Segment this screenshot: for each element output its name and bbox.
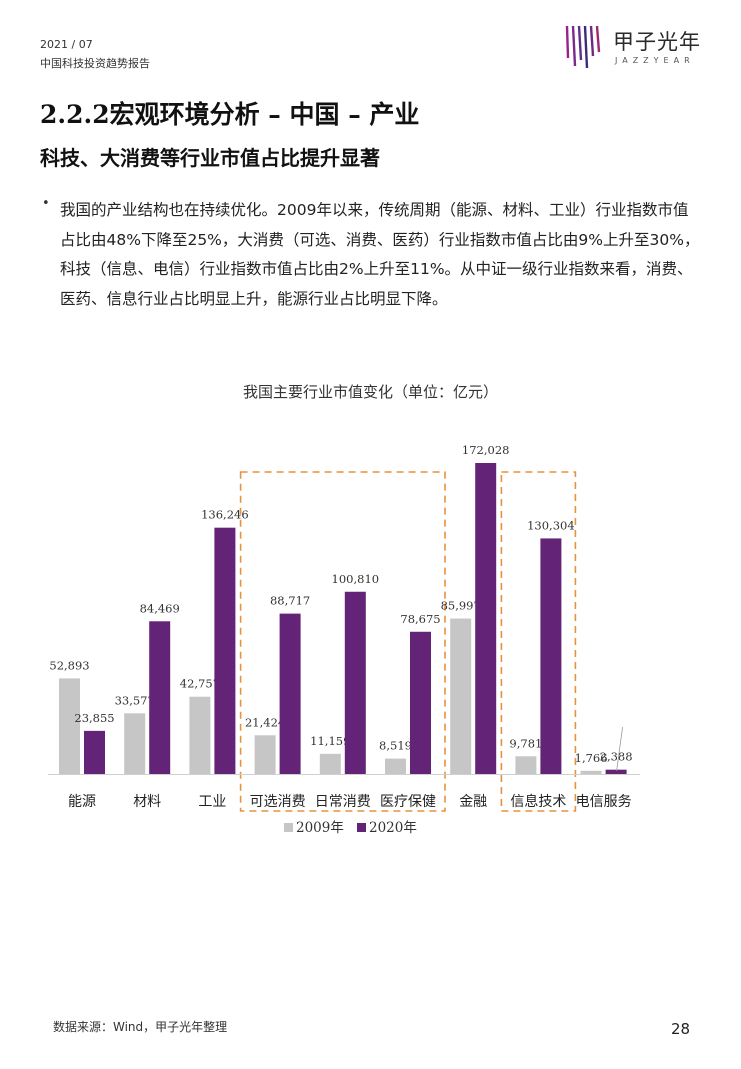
category-label-7: 信息技术 xyxy=(510,793,566,810)
bullet-dot: • xyxy=(42,196,50,211)
legend-label-1: 2020年 xyxy=(369,820,417,836)
category-label-8: 电信服务 xyxy=(576,794,632,810)
section-subtitle: 科技、大消费等行业市值占比提升显著 xyxy=(40,146,380,170)
legend-swatch-1 xyxy=(357,823,366,832)
page-number: 28 xyxy=(671,1020,691,1038)
bar-2009-3 xyxy=(254,735,276,774)
bar-2020-4 xyxy=(344,591,366,774)
bar-2020-1 xyxy=(149,621,171,774)
bar-2020-5 xyxy=(410,631,431,774)
bar-2020-3 xyxy=(279,613,301,774)
category-label-6: 金融 xyxy=(459,794,487,810)
bar-2009-1 xyxy=(124,713,146,774)
highlight-box-0 xyxy=(239,471,446,812)
bar-2009-8 xyxy=(580,770,602,774)
data-label-2009-2: 42,757 xyxy=(180,677,220,691)
category-label-0: 能源 xyxy=(68,794,96,810)
data-label-2009-8: 1,766 xyxy=(575,751,608,765)
data-label-2009-0: 52,893 xyxy=(49,658,89,672)
data-label-2009-7: 9,781 xyxy=(509,736,542,750)
category-label-5: 医疗保健 xyxy=(380,794,436,810)
brand-name-en: JAZZYEAR xyxy=(615,56,695,65)
data-label-2020-6: 172,028 xyxy=(462,443,510,457)
bar-2009-4 xyxy=(319,753,341,774)
bar-2009-5 xyxy=(385,758,406,774)
bar-2009-2 xyxy=(189,696,211,774)
chart-title: 我国主要行业市值变化（单位：亿元） xyxy=(242,383,498,401)
data-label-2009-4: 11,159 xyxy=(310,734,350,748)
bar-2020-0 xyxy=(84,730,105,774)
data-label-2020-4: 100,810 xyxy=(332,572,380,586)
bar-2009-6 xyxy=(450,618,472,774)
legend-label-0: 2009年 xyxy=(296,820,344,836)
bullet-text: 我国的产业结构也在持续优化。2009年以来，传统周期（能源、材料、工业）行业指数… xyxy=(60,201,700,308)
data-label-2009-1: 33,577 xyxy=(115,693,155,707)
category-label-1: 材料 xyxy=(133,794,161,810)
data-label-2020-2: 136,246 xyxy=(201,508,249,522)
category-label-3: 可选消费 xyxy=(250,794,306,810)
data-label-2020-3: 88,717 xyxy=(270,594,310,608)
bar-2020-8 xyxy=(605,769,627,774)
brand-name: 甲子光年 xyxy=(613,30,701,54)
category-label-2: 工业 xyxy=(198,794,226,810)
data-label-2020-8: 2,388 xyxy=(600,750,633,764)
data-source: 数据来源：Wind，甲子光年整理 xyxy=(53,1020,228,1034)
bar-2020-6 xyxy=(475,463,497,774)
data-label-2009-5: 8,519 xyxy=(379,739,412,753)
report-date: 2021 / 07 xyxy=(40,38,93,51)
bar-2020-7 xyxy=(540,538,562,774)
telecom-label-leader xyxy=(616,726,623,772)
category-label-4: 日常消费 xyxy=(315,794,371,810)
brand-logo: 甲子光年 JAZZYEAR xyxy=(563,22,713,72)
section-title: 2.2.2宏观环境分析 – 中国 – 产业 xyxy=(40,100,420,129)
report-name: 中国科技投资趋势报告 xyxy=(40,57,150,70)
data-label-2020-7: 130,304 xyxy=(527,518,575,532)
data-label-2009-3: 21,424 xyxy=(245,715,285,729)
jazzyear-logo-mark xyxy=(565,25,601,69)
bar-2009-7 xyxy=(515,756,537,774)
bar-2020-2 xyxy=(214,527,236,774)
data-label-2020-1: 84,469 xyxy=(140,601,180,615)
data-label-2020-0: 23,855 xyxy=(74,711,114,725)
data-label-2020-5: 78,675 xyxy=(400,612,440,626)
legend-swatch-0 xyxy=(284,823,293,832)
data-label-2009-6: 85,997 xyxy=(441,599,481,613)
highlight-box-1 xyxy=(500,471,577,812)
bar-2009-0 xyxy=(59,678,80,774)
